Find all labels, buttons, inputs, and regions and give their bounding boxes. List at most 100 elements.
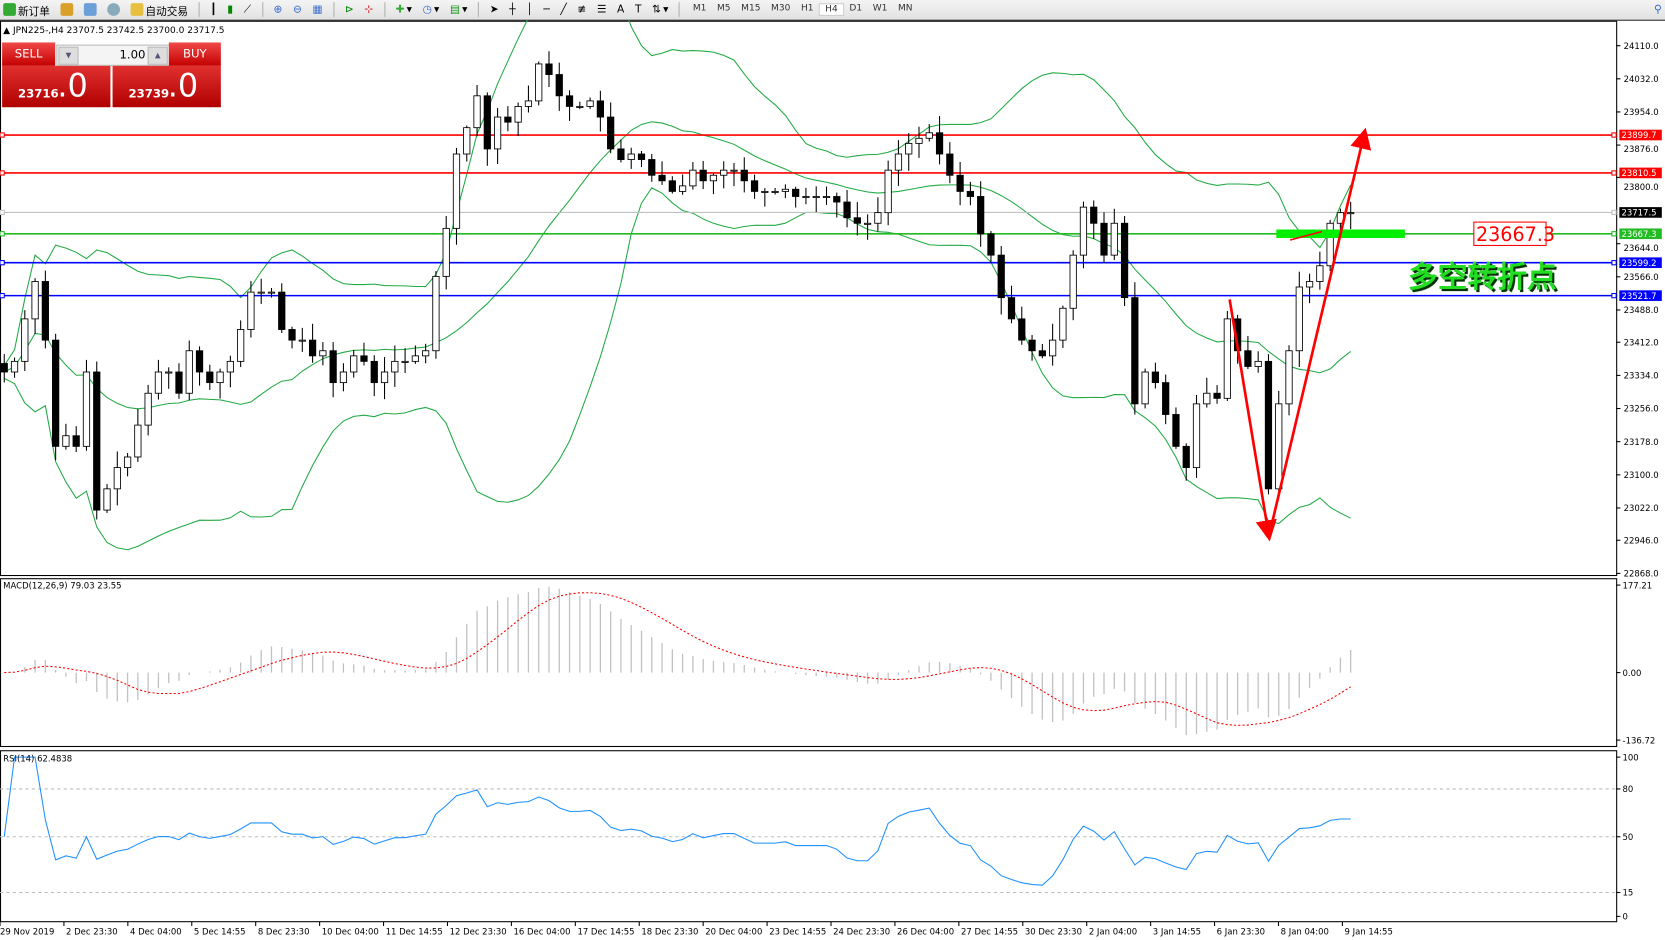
price-box-frame[interactable] [1473, 221, 1547, 246]
level-anchor[interactable] [0, 209, 5, 216]
level-anchor[interactable] [1611, 231, 1617, 237]
one-click-trading-panel: SELL ▼ 1.00 ▲ BUY 23716 .0 23739 .0 [2, 42, 221, 108]
fibo-fan-button[interactable]: ☰ [594, 1, 610, 18]
candle-body [689, 169, 697, 187]
x-tick-label: 8 Jan 04:00 [1281, 927, 1329, 937]
periods-button[interactable]: ◷ ▾ [422, 3, 440, 16]
panel-frame-1 [0, 20, 1618, 577]
level-anchor[interactable] [1611, 209, 1617, 216]
level-anchor[interactable] [1611, 170, 1617, 176]
candle-body [956, 174, 964, 192]
candle-body [1049, 339, 1057, 357]
timeframe-mn[interactable]: MN [898, 3, 913, 14]
candle [1264, 354, 1273, 495]
line-chart-button[interactable]: ⟋ [241, 1, 255, 18]
chart-area[interactable]: 24110.0 24032.0 23954.0 23876.0 23800.0 23644… [0, 20, 1665, 937]
candle [1213, 385, 1221, 404]
candle [1192, 394, 1201, 478]
level-anchor[interactable] [0, 292, 5, 299]
up-arrow[interactable] [1267, 127, 1372, 537]
bar-chart-button[interactable]: ┃ [207, 1, 220, 18]
level-anchor[interactable] [1611, 132, 1617, 138]
timeframe-d1[interactable]: D1 [849, 3, 863, 14]
separator [383, 2, 385, 17]
tile-windows-button[interactable]: ▦ [309, 1, 325, 18]
candle [658, 161, 666, 185]
candle [350, 349, 358, 378]
lot-increase-button[interactable]: ▲ [147, 46, 168, 65]
timeframe-h4[interactable]: H4 [818, 3, 845, 16]
sell-price[interactable]: 23716 .0 [2, 65, 111, 108]
candle-body [206, 371, 214, 384]
price-level-label: 23521.7 [1621, 292, 1656, 302]
autoscroll-button[interactable]: ⊹ [361, 1, 376, 18]
market-watch-button[interactable] [57, 1, 76, 18]
indicators-icon: ✚ [395, 3, 405, 16]
candle [1007, 285, 1016, 324]
candle [668, 176, 676, 194]
candle [257, 278, 265, 304]
y-tick-label: 22946.0 [1624, 536, 1659, 546]
timeframe-w1[interactable]: W1 [872, 3, 888, 14]
auto-trading-button[interactable]: 自动交易 [127, 1, 191, 18]
candle [966, 181, 975, 206]
y-tick-label: 23800.0 [1624, 183, 1659, 193]
vertical-line-button[interactable]: │ [523, 1, 536, 18]
search-button[interactable]: ⚲ [1651, 1, 1665, 18]
zoom-in-button[interactable]: ⊕ [270, 1, 285, 18]
price-level-tag [1619, 207, 1662, 218]
lot-stepper[interactable]: ▼ 1.00 ▲ [56, 44, 170, 66]
text-label-button[interactable]: T [632, 1, 645, 18]
crosshair-button[interactable]: ┼ [506, 1, 519, 18]
candle-body [1326, 222, 1334, 267]
candle-chart-button[interactable]: ▮ [224, 1, 236, 18]
candle-body [144, 392, 152, 426]
templates-button[interactable]: ▤ ▾ [449, 3, 468, 16]
cursor-button[interactable]: ➤ [487, 1, 502, 18]
down-arrow[interactable] [1228, 299, 1277, 542]
collapse-icon[interactable]: ▲ [3, 25, 11, 37]
candle-body [1069, 254, 1077, 309]
indicators-button[interactable]: ✚ ▾ [395, 3, 412, 16]
search-icon: ⚲ [1654, 3, 1662, 16]
x-tick-label: 30 Dec 23:30 [1025, 927, 1082, 937]
level-anchor[interactable] [0, 132, 5, 138]
timeframe-m5[interactable]: M5 [717, 3, 731, 14]
candle-body [709, 174, 718, 182]
buy-button[interactable]: BUY [168, 42, 221, 66]
candle-body [1141, 371, 1149, 405]
candle [411, 345, 419, 364]
buy-price[interactable]: 23739 .0 [112, 65, 221, 108]
candle-body [1347, 212, 1355, 215]
lot-input[interactable]: 1.00 [119, 47, 146, 62]
candle-body [864, 222, 872, 225]
candle-body [977, 196, 985, 235]
chart-shift-button[interactable]: ⊳ [342, 1, 357, 18]
arrows-button[interactable]: ⇅ ▾ [652, 3, 669, 16]
candle-body [195, 350, 204, 373]
new-order-button[interactable]: 新订单 [0, 1, 53, 18]
timeframe-h1[interactable]: H1 [800, 3, 814, 14]
timeframe-m30[interactable]: M30 [771, 3, 791, 14]
x-tick-label: 10 Dec 04:00 [322, 927, 379, 937]
timeframe-m1[interactable]: M1 [692, 3, 707, 14]
candle-body [165, 371, 173, 374]
signals-button[interactable] [104, 1, 123, 18]
lot-decrease-button[interactable]: ▼ [58, 46, 79, 65]
level-anchor[interactable] [0, 260, 5, 266]
level-anchor[interactable] [0, 231, 5, 237]
trendline-button[interactable]: ╱ [557, 1, 570, 18]
zoom-out-button[interactable]: ⊖ [290, 1, 305, 18]
horizontal-line-button[interactable]: ─ [540, 1, 553, 18]
sell-button[interactable]: SELL [2, 42, 56, 66]
small-arrow[interactable] [1289, 230, 1323, 241]
level-anchor[interactable] [1611, 292, 1617, 299]
fibonacci-button[interactable]: ≢ [574, 1, 589, 18]
market-watch-icon [60, 3, 74, 16]
timeframe-m15[interactable]: M15 [741, 3, 761, 14]
zoom-out-icon: ⊖ [293, 3, 302, 16]
level-anchor[interactable] [0, 170, 5, 176]
navigator-button[interactable] [81, 1, 100, 18]
text-button[interactable]: A [614, 1, 628, 18]
level-anchor[interactable] [1611, 260, 1617, 266]
